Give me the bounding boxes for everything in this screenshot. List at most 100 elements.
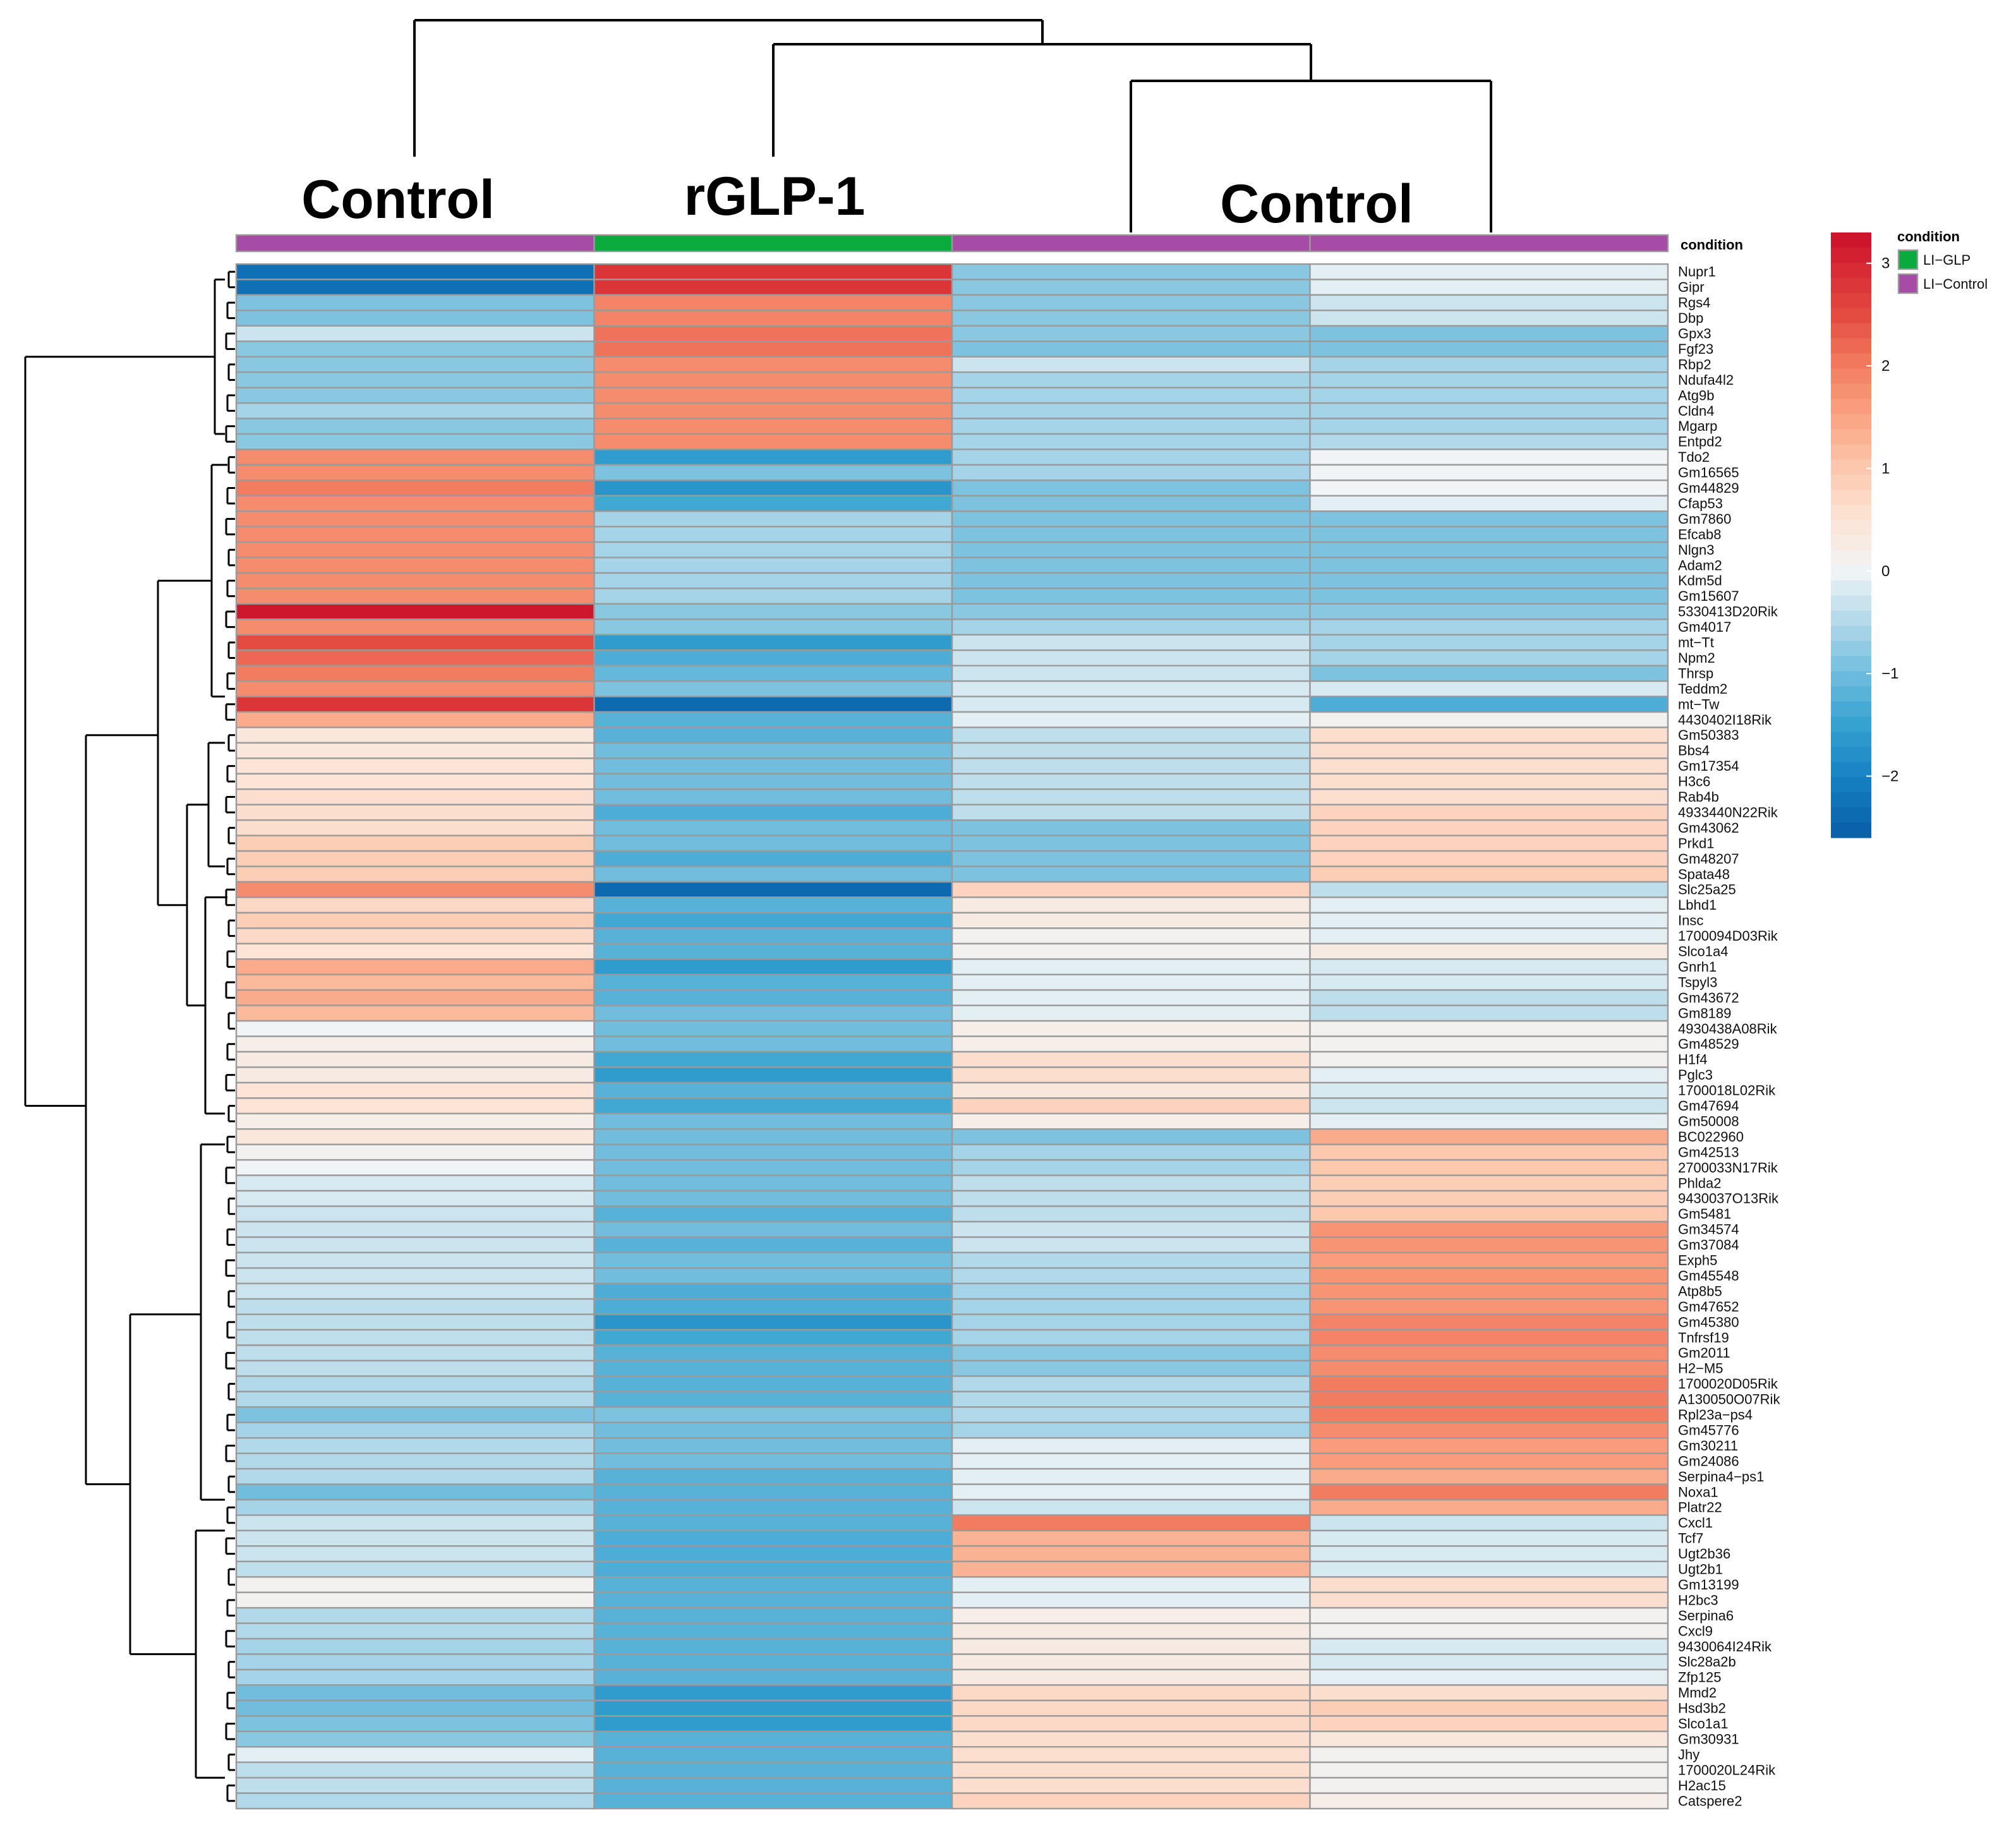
heatmap-cell: [235, 526, 595, 543]
group-label: Control: [1220, 174, 1413, 234]
heatmap-cell: [951, 1622, 1311, 1640]
heatmap-cell: [951, 1483, 1311, 1501]
heatmap-cell: [951, 1792, 1311, 1810]
colorbar-segment: [1831, 459, 1871, 475]
heatmap-cell: [951, 773, 1311, 790]
heatmap-cell: [1309, 1112, 1669, 1130]
heatmap-cell: [593, 1684, 953, 1702]
gene-label: Tdo2: [1678, 449, 1710, 465]
heatmap-cell: [951, 387, 1311, 404]
heatmap-cell: [1309, 1190, 1669, 1207]
heatmap-cell: [593, 279, 953, 296]
gene-label: Nlgn3: [1678, 542, 1714, 558]
gene-label: Gm7860: [1678, 511, 1731, 527]
heatmap-cell: [1309, 896, 1669, 914]
heatmap-cell: [1309, 1498, 1669, 1516]
heatmap-cell: [951, 418, 1311, 435]
gene-label: H3c6: [1678, 774, 1710, 790]
heatmap-cell: [235, 927, 595, 944]
gene-label: Slc28a2b: [1678, 1654, 1736, 1670]
gene-label: Rgs4: [1678, 295, 1710, 311]
gene-label: Gpx3: [1678, 326, 1711, 342]
heatmap-cell: [593, 711, 953, 728]
heatmap-cell: [235, 1236, 595, 1253]
heatmap-cell: [951, 340, 1311, 358]
heatmap-cell: [1309, 1483, 1669, 1501]
heatmap-cell: [235, 696, 595, 713]
colorbar-segment: [1831, 762, 1871, 778]
gene-label: 5330413D20Rik: [1678, 604, 1778, 620]
gene-label: Dbp: [1678, 310, 1703, 326]
gene-label: Gm30931: [1678, 1732, 1739, 1747]
heatmap-cell: [593, 1606, 953, 1624]
heatmap-cell: [235, 1452, 595, 1470]
heatmap-cell: [951, 1560, 1311, 1578]
heatmap-cell: [1309, 510, 1669, 527]
heatmap-cell: [593, 1020, 953, 1037]
gene-label: Serpina4−ps1: [1678, 1469, 1764, 1485]
heatmap-cell: [951, 1251, 1311, 1269]
heatmap-cell: [951, 1097, 1311, 1114]
legend-label: LI−Control: [1923, 276, 1988, 292]
gene-label: Cxcl1: [1678, 1515, 1713, 1531]
heatmap-cell: [235, 479, 595, 497]
heatmap-cell: [593, 1051, 953, 1068]
heatmap-cell: [235, 896, 595, 914]
heatmap-cell: [235, 1483, 595, 1501]
heatmap-cell: [1309, 757, 1669, 775]
colorbar: 3 2 1 0 −1 −2: [1831, 232, 1898, 838]
heatmap-cell: [235, 742, 595, 759]
heatmap-cell: [593, 819, 953, 836]
heatmap-cell: [951, 696, 1311, 713]
heatmap-cell: [593, 1112, 953, 1130]
heatmap-cell: [235, 1637, 595, 1655]
heatmap-cell: [951, 1761, 1311, 1779]
heatmap-cell: [593, 1004, 953, 1022]
heatmap-cell: [1309, 1406, 1669, 1423]
heatmap-cell: [235, 1220, 595, 1238]
heatmap-cell: [593, 896, 953, 914]
heatmap-cell: [951, 912, 1311, 929]
heatmap-cell: [235, 711, 595, 728]
heatmap-cell: [1309, 634, 1669, 651]
heatmap-cell: [1309, 835, 1669, 852]
heatmap-cell: [593, 1329, 953, 1346]
heatmap-cell: [593, 1236, 953, 1253]
gene-label: H2ac15: [1678, 1778, 1726, 1793]
gene-label: 9430037O13Rik: [1678, 1191, 1779, 1207]
gene-label: Gm44829: [1678, 480, 1739, 496]
condition-annotation-bar: [235, 234, 1669, 253]
heatmap-cell: [593, 1097, 953, 1114]
heatmap-cell: [951, 1684, 1311, 1702]
heatmap-cell: [1309, 649, 1669, 666]
gene-label: Slco1a1: [1678, 1716, 1729, 1732]
heatmap-cell: [1309, 1390, 1669, 1408]
heatmap-cell: [593, 1421, 953, 1439]
heatmap-cell: [951, 788, 1311, 805]
gene-label: Cfap53: [1678, 496, 1723, 512]
gene-label: Gm24086: [1678, 1453, 1739, 1469]
gene-label: Bbs4: [1678, 743, 1710, 759]
heatmap-cell: [593, 1452, 953, 1470]
heatmap-cell: [1309, 680, 1669, 697]
heatmap-cell: [1309, 1591, 1669, 1609]
heatmap-cell: [593, 310, 953, 327]
heatmap-cell: [951, 1653, 1311, 1671]
heatmap-cell: [1309, 711, 1669, 728]
gene-label: Gm8189: [1678, 1005, 1731, 1021]
colorbar-tick-label: 1: [1881, 461, 1890, 478]
heatmap-cell: [593, 1205, 953, 1223]
heatmap-cell: [593, 495, 953, 512]
heatmap-cell: [951, 835, 1311, 852]
heatmap-cell: [951, 325, 1311, 342]
heatmap-cell: [1309, 696, 1669, 713]
heatmap-cell: [593, 603, 953, 620]
heatmap-cell: [235, 1792, 595, 1810]
colorbar-segment: [1831, 732, 1871, 747]
heatmap-cell: [951, 588, 1311, 605]
heatmap-cell: [235, 402, 595, 419]
annotation-cell: [235, 234, 595, 253]
heatmap-cell: [235, 1545, 595, 1563]
heatmap-cell: [1309, 1421, 1669, 1439]
heatmap-cell: [235, 464, 595, 481]
